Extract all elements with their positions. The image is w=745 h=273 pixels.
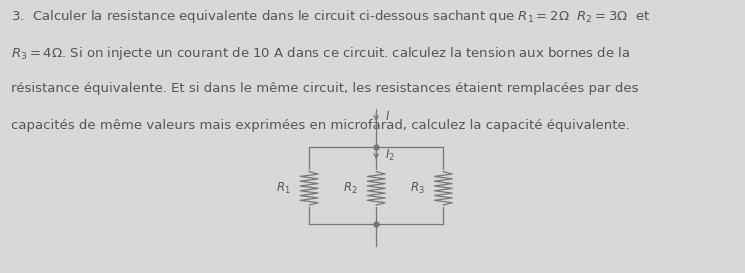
Text: $R_2$: $R_2$ (343, 181, 358, 196)
Text: résistance équivalente. Et si dans le même circuit, les resistances étaient remp: résistance équivalente. Et si dans le mê… (11, 82, 638, 95)
Text: $I_2$: $I_2$ (385, 148, 395, 163)
Text: 3.  Calculer la resistance equivalente dans le circuit ci-dessous sachant que $R: 3. Calculer la resistance equivalente da… (11, 8, 650, 25)
Text: $R_1$: $R_1$ (276, 181, 291, 196)
Text: capacités de même valeurs mais exprimées en microfarad, calculez la capacité équ: capacités de même valeurs mais exprimées… (11, 119, 630, 132)
Text: $R_3 = 4\Omega$. Si on injecte un courant de 10 A dans ce circuit. calculez la t: $R_3 = 4\Omega$. Si on injecte un couran… (11, 45, 630, 62)
Text: $I$: $I$ (385, 109, 390, 123)
Text: $R_3$: $R_3$ (410, 181, 425, 196)
